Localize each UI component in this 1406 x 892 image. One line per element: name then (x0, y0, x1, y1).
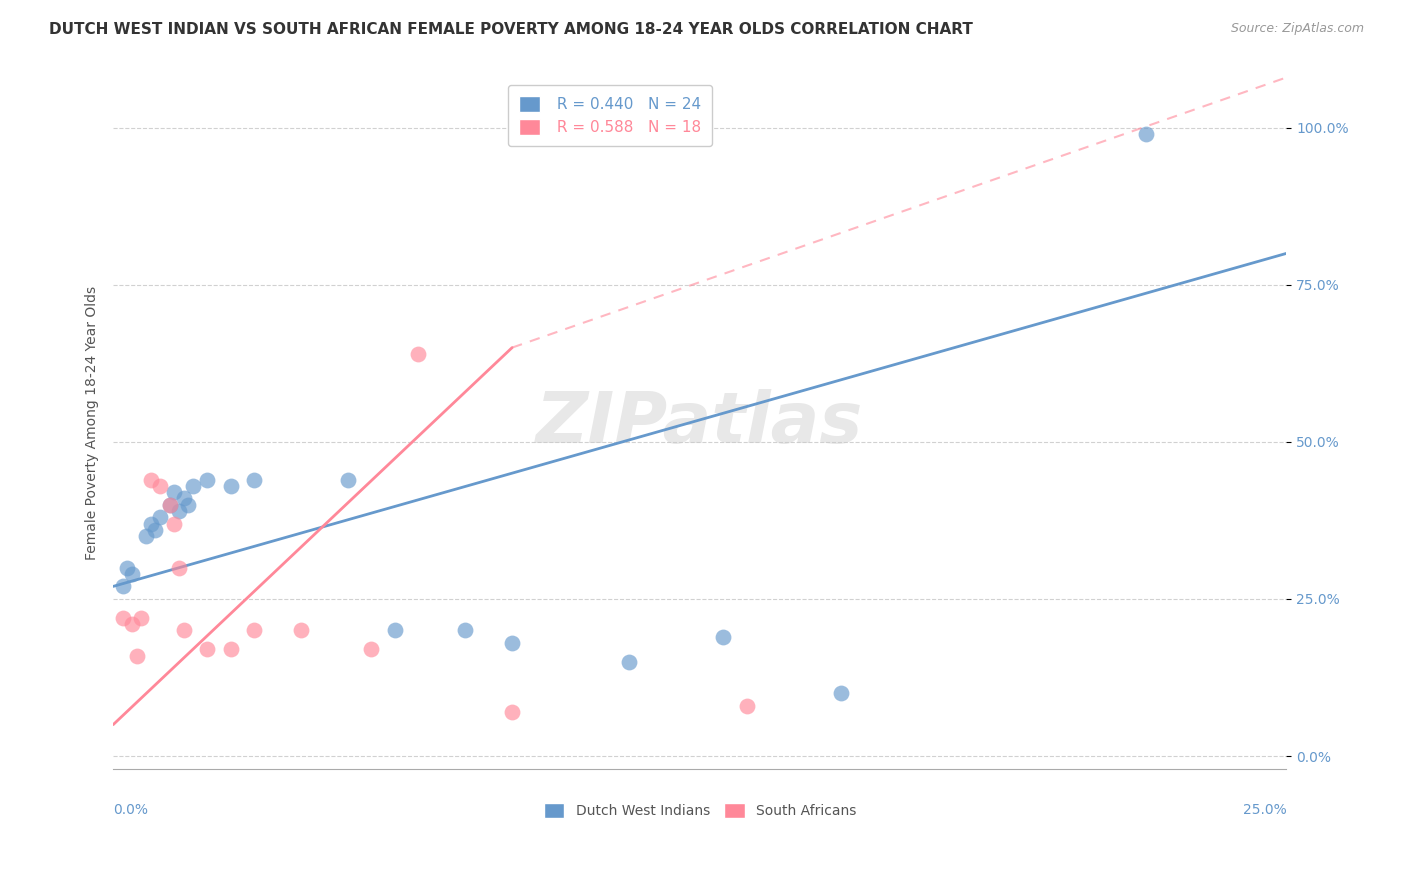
Point (135, 529, 157, 543)
Point (139, 516, 162, 531)
Point (501, 636, 523, 650)
Point (219, 642, 242, 657)
Text: DUTCH WEST INDIAN VS SOUTH AFRICAN FEMALE POVERTY AMONG 18-24 YEAR OLDS CORRELAT: DUTCH WEST INDIAN VS SOUTH AFRICAN FEMAL… (49, 22, 973, 37)
Point (145, 523, 167, 537)
Point (619, 655, 641, 669)
Point (167, 560, 190, 574)
Point (159, 498, 181, 512)
Point (219, 479, 242, 493)
Point (149, 479, 172, 493)
Text: 25.0%: 25.0% (1243, 803, 1286, 817)
Point (290, 624, 312, 638)
Point (177, 498, 200, 512)
Legend: Dutch West Indians, South Africans: Dutch West Indians, South Africans (538, 797, 862, 824)
Point (121, 566, 143, 581)
Point (360, 642, 382, 657)
Point (711, 630, 734, 644)
Text: Source: ZipAtlas.com: Source: ZipAtlas.com (1230, 22, 1364, 36)
Point (111, 579, 134, 593)
Point (735, 698, 758, 713)
Point (139, 473, 162, 487)
Point (167, 504, 190, 518)
Point (111, 611, 134, 625)
Point (830, 686, 852, 700)
Y-axis label: Female Poverty Among 18-24 Year Olds: Female Poverty Among 18-24 Year Olds (86, 286, 100, 560)
Point (121, 617, 143, 632)
Point (243, 473, 266, 487)
Point (336, 473, 359, 487)
Point (1135, 127, 1157, 141)
Point (117, 560, 139, 574)
Point (159, 498, 181, 512)
Point (163, 516, 186, 531)
Point (454, 624, 477, 638)
Text: 0.0%: 0.0% (114, 803, 148, 817)
Point (131, 611, 153, 625)
Point (243, 624, 266, 638)
Point (384, 624, 406, 638)
Point (195, 642, 218, 657)
Text: ZIPatlas: ZIPatlas (536, 389, 863, 458)
Point (181, 479, 204, 493)
Point (173, 491, 195, 506)
Point (501, 705, 523, 719)
Point (195, 473, 218, 487)
Point (149, 510, 172, 524)
Point (406, 347, 429, 361)
Point (173, 624, 195, 638)
Point (125, 648, 148, 663)
Point (163, 485, 186, 500)
